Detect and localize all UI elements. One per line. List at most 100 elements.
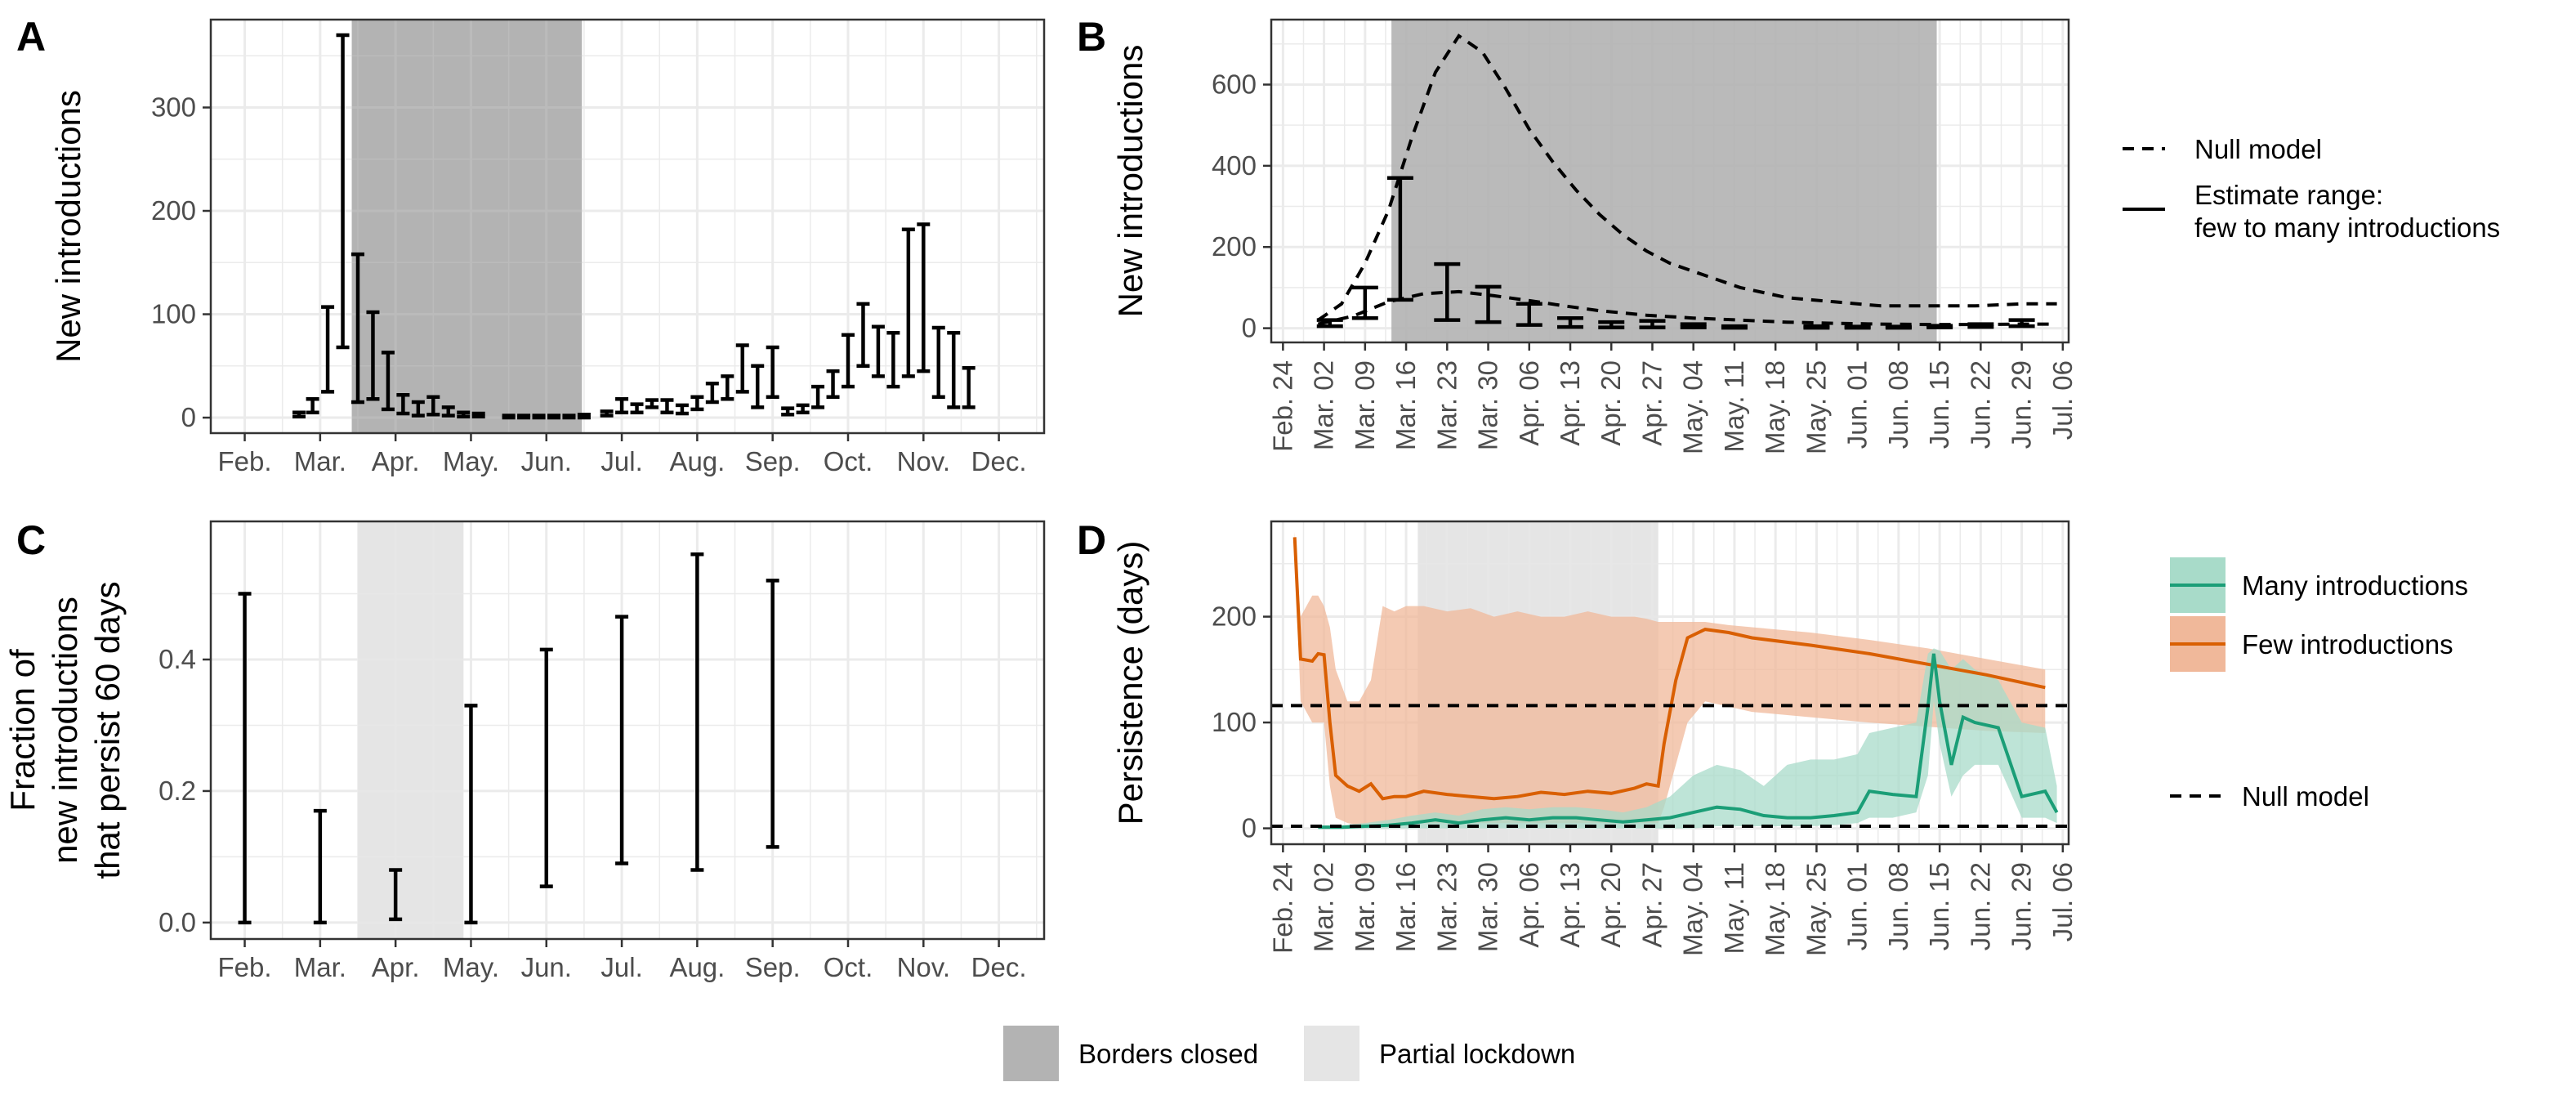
error-bar <box>615 397 629 414</box>
x-tick-label: May. 18 <box>1760 360 1790 454</box>
error-bar <box>1475 284 1502 324</box>
plot-area <box>211 20 1044 433</box>
panel-d-axes: 0 100 200 Feb. 24 Mar. 02 Mar. 09 Mar. 16 Mar. … <box>1111 520 2078 956</box>
error-bar <box>600 409 614 418</box>
error-bar <box>396 392 410 416</box>
error-bar <box>1967 322 1994 329</box>
error-bar <box>539 647 553 888</box>
x-tick-label: Mar. 30 <box>1473 862 1503 952</box>
x-tick-label: Apr. <box>372 952 420 982</box>
x-tick-label: Jun. 15 <box>1924 360 1954 449</box>
x-tick-label: May. 04 <box>1678 862 1708 956</box>
x-tick-label: Jun. 01 <box>1842 862 1873 950</box>
x-tick-label: Feb. <box>218 952 272 982</box>
error-bar <box>1721 324 1748 330</box>
legend-null-model-label-d: Null model <box>2242 781 2369 812</box>
x-tick-label: Jul. <box>600 446 642 476</box>
x-tick-label: Apr. 06 <box>1514 862 1544 948</box>
panel-d-marks <box>1271 532 2069 829</box>
x-tick-label: Jun. <box>521 952 572 982</box>
error-bar <box>1844 324 1871 330</box>
error-bar <box>1598 320 1625 329</box>
panel-b-axes: 0 200 400 600 Feb. 24 Mar. 02 Mar. 09 Mar. 16 Ma… <box>1111 18 2078 454</box>
x-tick-label: Feb. 24 <box>1267 862 1297 954</box>
legend-borders-closed-swatch <box>1003 1026 1059 1081</box>
x-tick-label: Mar. <box>294 952 346 982</box>
x-tick-label: Dec. <box>971 952 1027 982</box>
x-tick-label: May. 18 <box>1760 862 1790 956</box>
error-bar <box>811 384 825 409</box>
legend-many-label: Many introductions <box>2242 570 2468 601</box>
y-axis-label: Fraction of <box>3 649 42 812</box>
y-tick-label: 600 <box>1212 69 1257 99</box>
error-bar <box>947 331 961 409</box>
few-introductions-line <box>1292 537 2046 801</box>
x-tick-label: Apr. 27 <box>1636 862 1667 948</box>
panel-c-axes: 0.0 0.2 0.4 Feb. Mar. Apr. May. Jun. Jul. Aug. Sep… <box>3 520 1046 982</box>
x-tick-label: Feb. <box>218 446 272 476</box>
error-bar <box>781 406 795 417</box>
error-bar <box>1434 262 1461 322</box>
panel-a-letter: A <box>16 14 46 60</box>
error-bar <box>366 310 380 401</box>
shaded-overlay <box>351 20 583 433</box>
y-tick-label: 100 <box>151 299 196 329</box>
panel-border <box>1270 520 2070 846</box>
panel-c: C 0.0 0.2 0.4 Feb. Mar. Apr. May. Jun. Jul. Aug. S… <box>3 517 1046 982</box>
error-bar <box>562 414 576 420</box>
panel-c-marks <box>238 552 779 925</box>
legend-partial-lockdown-swatch <box>1304 1026 1359 1081</box>
x-tick-label: May. 11 <box>1719 360 1749 453</box>
error-bar <box>502 414 516 420</box>
y-tick-label: 0.4 <box>158 644 196 674</box>
x-tick-label: Apr. 27 <box>1636 360 1667 446</box>
x-tick-label: Aug. <box>669 446 725 476</box>
x-tick-label: Jun. 08 <box>1883 862 1913 950</box>
y-tick-label: 0 <box>1242 313 1257 343</box>
x-tick-label: Dec. <box>971 446 1027 476</box>
error-bar <box>471 411 485 419</box>
error-bar <box>842 333 855 389</box>
error-bar <box>871 324 885 378</box>
y-tick-label: 200 <box>1212 231 1257 262</box>
x-tick-label: Apr. 13 <box>1555 360 1585 446</box>
panel-b: B 0 200 400 600 Feb. 24 Mar. 02 Mar. 09 Mar. 16… <box>1077 14 2078 454</box>
x-tick-label: Mar. 23 <box>1431 862 1462 952</box>
panel-border <box>209 520 1046 941</box>
legend-few-label: Few introductions <box>2242 629 2453 660</box>
y-axis-label: Persistence (days) <box>1111 541 1150 825</box>
y-tick-label: 200 <box>1212 601 1257 632</box>
y-tick-label: 0.0 <box>158 907 196 937</box>
panel-a-marks <box>292 33 975 420</box>
error-bar <box>705 382 719 405</box>
error-bar <box>931 325 945 399</box>
error-bar <box>630 402 644 414</box>
error-bar <box>766 345 779 399</box>
error-bar <box>351 252 364 405</box>
error-bar <box>766 579 779 849</box>
x-tick-label: Jul. 06 <box>2047 360 2078 440</box>
x-tick-label: Apr. 20 <box>1596 360 1626 446</box>
error-bar <box>826 369 840 399</box>
x-tick-label: Mar. 09 <box>1350 360 1380 450</box>
shaded-overlay <box>358 521 464 939</box>
panel-b-marks <box>1316 34 2057 330</box>
x-tick-label: May. 11 <box>1719 862 1749 955</box>
error-bar <box>645 398 659 409</box>
x-tick-label: Jun. 01 <box>1842 360 1873 449</box>
x-tick-label: Jun. 22 <box>1965 862 1995 950</box>
legend-null-estimate: Null model Estimate range: few to many i… <box>2123 134 2500 243</box>
error-bar <box>532 414 546 420</box>
error-bar <box>426 395 440 417</box>
legend-estimate-label-line1: Estimate range: <box>2194 180 2383 210</box>
legend-introductions: Many introductions Few introductions Nul… <box>2170 557 2468 812</box>
error-bar <box>675 403 689 416</box>
y-tick-label: 0 <box>181 402 196 432</box>
x-tick-label: May. <box>443 446 499 476</box>
error-bar <box>292 410 306 419</box>
y-tick-label: 300 <box>151 92 196 123</box>
panel-a-axes: 0 100 200 300 Feb. Mar. Apr. May. Jun. Jul. Aug. Se… <box>49 18 1046 476</box>
x-tick-label: Oct. <box>824 952 873 982</box>
x-tick-label: Mar. 16 <box>1391 360 1421 450</box>
legend-shading: Borders closed Partial lockdown <box>1003 1026 1575 1081</box>
